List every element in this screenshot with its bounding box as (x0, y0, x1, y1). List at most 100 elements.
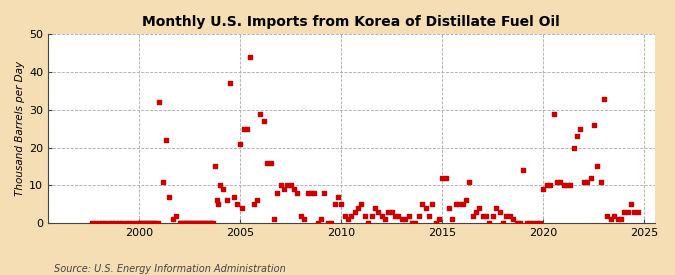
Point (406, 221, 417, 225)
Point (548, 111, 559, 116)
Point (582, 179, 593, 184)
Point (203, 221, 214, 225)
Point (140, 221, 151, 225)
Point (272, 191, 283, 195)
Point (602, 213, 613, 218)
Point (413, 213, 424, 218)
Point (562, 183, 572, 188)
Point (302, 191, 313, 195)
Point (100, 221, 111, 225)
Point (376, 213, 387, 218)
Point (367, 213, 377, 218)
Point (199, 221, 210, 225)
Point (622, 210, 633, 214)
Point (183, 221, 194, 225)
Point (299, 217, 310, 222)
Point (262, 161, 273, 165)
Point (629, 210, 640, 214)
Point (410, 221, 421, 225)
Point (242, 126, 252, 131)
Point (145, 221, 156, 225)
Point (487, 213, 498, 218)
Point (380, 217, 391, 222)
Point (208, 221, 219, 225)
Point (218, 187, 229, 191)
Text: Source: U.S. Energy Information Administration: Source: U.S. Energy Information Administ… (54, 264, 286, 274)
Point (201, 221, 212, 225)
Point (558, 183, 569, 188)
Point (565, 183, 576, 188)
Point (292, 191, 303, 195)
Point (164, 194, 175, 199)
Point (198, 221, 209, 225)
Point (568, 145, 579, 150)
Point (400, 217, 411, 222)
Point (460, 198, 471, 203)
Point (135, 221, 146, 225)
Point (238, 126, 249, 131)
Point (481, 213, 491, 218)
Point (153, 221, 163, 225)
Point (93, 221, 104, 225)
Point (151, 221, 161, 225)
Point (592, 164, 603, 169)
Point (609, 213, 620, 218)
Point (110, 221, 121, 225)
Point (279, 187, 290, 191)
Point (316, 217, 327, 222)
Point (555, 179, 566, 184)
Point (186, 221, 196, 225)
Point (595, 179, 606, 184)
Point (167, 217, 178, 222)
Point (501, 213, 512, 218)
Point (450, 202, 461, 207)
Point (340, 213, 350, 218)
Point (474, 206, 485, 210)
Point (194, 221, 205, 225)
Point (524, 221, 535, 225)
Point (259, 119, 269, 123)
Point (149, 221, 160, 225)
Point (248, 202, 259, 207)
Point (360, 213, 371, 218)
Point (191, 221, 202, 225)
Point (508, 217, 518, 222)
Point (370, 206, 381, 210)
Point (373, 210, 383, 214)
Point (616, 217, 626, 222)
Point (342, 217, 353, 222)
Point (206, 221, 217, 225)
Point (447, 217, 458, 222)
Point (97, 221, 107, 225)
Point (124, 221, 134, 225)
Point (142, 221, 153, 225)
Point (309, 191, 320, 195)
Point (420, 206, 431, 210)
Point (332, 194, 343, 199)
Point (484, 221, 495, 225)
Point (130, 221, 141, 225)
Point (117, 221, 128, 225)
Point (511, 221, 522, 225)
Point (575, 126, 586, 131)
Point (113, 221, 124, 225)
Point (572, 134, 583, 139)
Point (134, 221, 144, 225)
Point (427, 202, 437, 207)
Point (491, 206, 502, 210)
Point (464, 179, 475, 184)
Point (236, 206, 247, 210)
Point (275, 183, 286, 188)
Point (323, 221, 333, 225)
Point (181, 221, 192, 225)
Point (189, 221, 200, 225)
Point (423, 213, 434, 218)
Point (139, 221, 150, 225)
Point (154, 100, 165, 104)
Point (147, 221, 158, 225)
Point (28, 204, 38, 208)
Point (545, 183, 556, 188)
Point (504, 213, 515, 218)
Point (393, 213, 404, 218)
Point (538, 187, 549, 191)
